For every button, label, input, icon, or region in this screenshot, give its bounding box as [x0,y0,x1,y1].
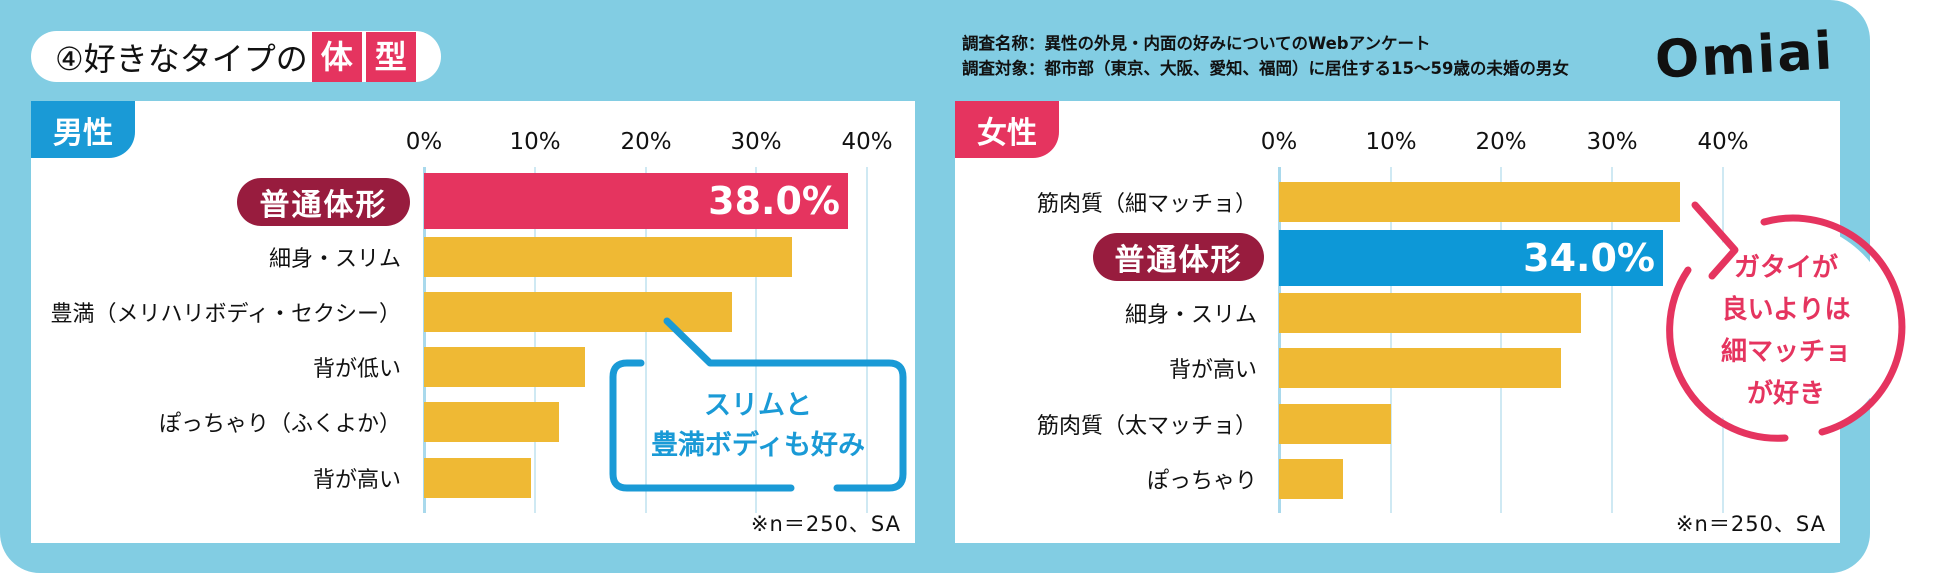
title-highlight-box-1: 体 [311,31,362,82]
female-label-tall: 背が高い [1168,358,1257,383]
female-bubble-text: ガタイが 良いよりは 細マッチョ が好き [1696,247,1876,415]
male-tab: 男性 [31,101,135,158]
female-label-slim: 細身・スリム [1124,303,1257,328]
male-bar-short [424,347,585,387]
female-bar-futsu-value: 34.0% [1523,236,1655,280]
male-tick-10: 10% [509,129,561,155]
female-bar-hosomacho [1279,182,1680,222]
male-label-tall: 背が高い [312,468,401,493]
male-bar-voluptuous [424,292,732,332]
male-label-chubby: ぽっちゃり（ふくよか） [158,412,401,437]
female-gridline-30 [1611,167,1613,513]
male-bar-chubby [424,402,559,442]
male-tick-40: 40% [841,129,893,155]
male-gridline-30 [755,167,757,513]
male-label-short: 背が低い [312,357,401,382]
title-highlight-box-2: 型 [365,31,416,82]
male-label-slim: 細身・スリム [268,247,401,272]
male-bar-futsu-value: 38.0% [708,179,840,223]
male-callout-text: スリムと 豊満ボディも好み [613,386,903,466]
survey-target: 調査対象：都市部（東京、大阪、愛知、福岡）に居住する15〜59歳の未婚の男女 [962,59,1569,78]
male-bar-slim [424,237,792,277]
female-panel: 女性 0% 10% 20% 30% 40% 筋肉質（細マッチョ） 34.0% 普… [955,101,1840,543]
male-label-voluptuous: 豊満（メリハリボディ・セクシー） [50,302,401,327]
female-bar-futsu: 34.0% [1279,230,1663,286]
title-prefix: ④好きなタイプの [55,39,308,78]
male-gridline-10 [534,167,536,513]
female-label-futomacho: 筋肉質（太マッチョ） [1036,414,1257,439]
male-sample-note: ※n＝250、SA [750,512,901,536]
female-highlight-label: 普通体形 [1093,233,1264,281]
male-tick-20: 20% [620,129,672,155]
female-bubble-line-4: が好き [1746,379,1825,409]
female-tab: 女性 [955,101,1059,158]
female-bar-slim [1279,293,1581,333]
male-callout-line-2: 豊満ボディも好み [650,430,866,461]
female-label-chubby: ぽっちゃり [1146,469,1257,494]
female-bar-chubby [1279,459,1343,499]
survey-name: 調査名称：異性の外見・内面の好みについてのWebアンケート [962,34,1431,53]
male-bar-futsu: 38.0% [424,173,848,229]
female-sample-note: ※n＝250、SA [1675,512,1826,536]
male-callout-shape [609,317,907,492]
female-bar-futomacho [1279,404,1391,444]
male-gridline-20 [645,167,647,513]
female-tick-40: 40% [1697,129,1749,155]
male-highlight-label: 普通体形 [237,178,410,226]
survey-info: 調査名称：異性の外見・内面の好みについてのWebアンケート 調査対象：都市部（東… [962,31,1569,81]
male-bar-tall [424,458,531,498]
female-gridline-10 [1390,167,1392,513]
female-label-hosomacho: 筋肉質（細マッチョ） [1036,192,1257,217]
male-tick-0: 0% [405,129,443,155]
chart-title: ④好きなタイプの 体 型 [31,31,441,82]
female-bubble-line-2: 良いよりは [1721,295,1851,325]
female-bubble-line-1: ガタイが [1733,253,1838,283]
female-gridline-20 [1500,167,1502,513]
female-tick-10: 10% [1365,129,1417,155]
male-gridline-40 [866,167,868,513]
female-gridline-0 [1278,167,1281,513]
female-bar-tall [1279,348,1561,388]
female-tick-30: 30% [1586,129,1638,155]
male-gridline-0 [423,167,426,513]
female-tick-0: 0% [1260,129,1298,155]
male-callout-line-1: スリムと [704,390,812,421]
female-tick-20: 20% [1475,129,1527,155]
male-panel: 男性 0% 10% 20% 30% 40% 38.0% 普通体形 細身・スリム … [31,101,915,543]
female-bubble-line-3: 細マッチョ [1720,337,1851,367]
male-tick-30: 30% [730,129,782,155]
